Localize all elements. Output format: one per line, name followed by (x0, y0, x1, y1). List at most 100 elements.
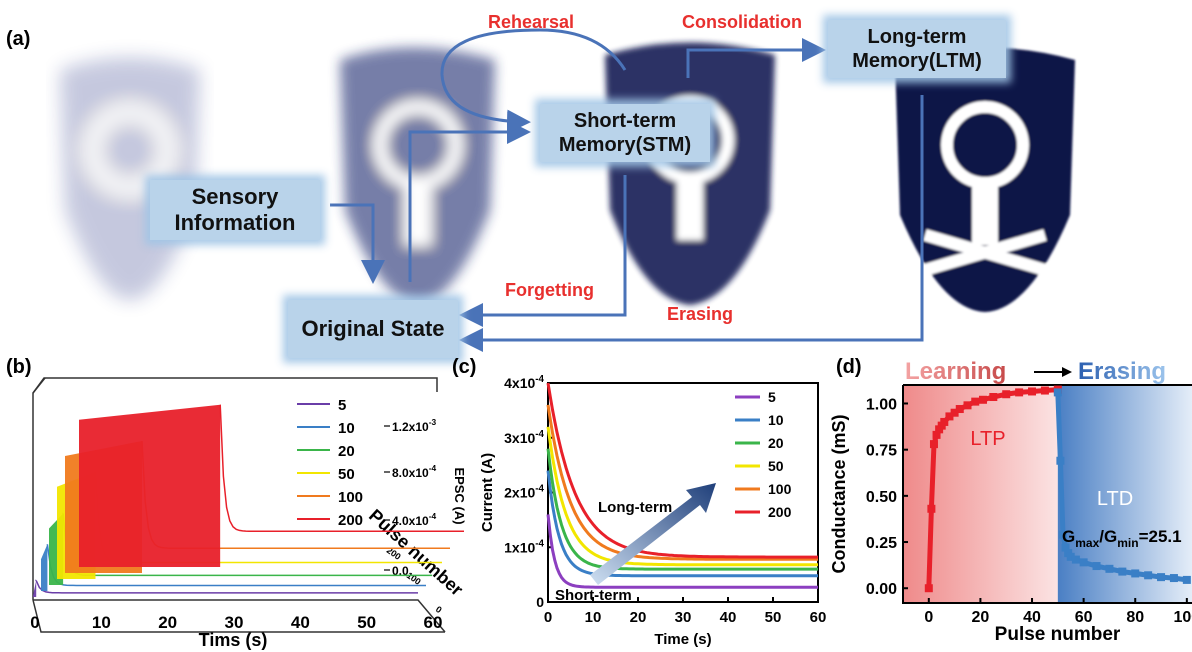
y-tick-label-c: 0 (536, 594, 544, 610)
pulse-block-b-200 (79, 404, 221, 567)
ltd-point (1061, 543, 1070, 552)
arrow-forgetting (459, 175, 627, 327)
erasing-label: Erasing (667, 304, 734, 324)
x-tick-label-b: 0 (30, 613, 39, 632)
ltd-point (1058, 530, 1067, 539)
ltd-line (1055, 392, 1188, 583)
y-tick-label-d: 0.25 (866, 535, 897, 552)
ltd-label: LTD (1097, 488, 1133, 510)
ltd-point (1079, 558, 1088, 567)
ltp-point (924, 584, 933, 593)
ltp-label: LTP (970, 428, 1005, 450)
ltp-point (950, 408, 959, 417)
y-axis-label-b: EPSC (A) (452, 467, 467, 524)
title-learning: Learning (905, 358, 1006, 385)
x-tick-label-d: 0 (924, 609, 933, 626)
legend-label-c-100: 100 (768, 481, 792, 497)
y-tick-label-c: 1x10-4 (504, 538, 544, 555)
decay-line-b-10 (46, 544, 426, 587)
arrow-sensory-to-original (330, 203, 385, 284)
y-axis-label-c: Current (A) (479, 453, 496, 532)
forgetting-label: Forgetting (505, 280, 594, 300)
x-tick-label-d: 20 (972, 609, 990, 626)
annotation-long-term: Long-term (598, 499, 672, 516)
x-tick-label-b: 30 (225, 613, 244, 632)
ltd-point (1071, 555, 1080, 564)
decay-line-b-20 (62, 512, 433, 577)
arrow-erasing (459, 95, 924, 352)
title-erasing: Erasing (1078, 358, 1166, 385)
decay-line-b-5 (35, 579, 418, 594)
x-tick-label-c: 40 (720, 609, 737, 626)
x-tick-label-b: 20 (158, 613, 177, 632)
title-arrow-head (1062, 367, 1072, 377)
ltp-point (1040, 386, 1049, 395)
x-tick-label-c: 30 (675, 609, 692, 626)
plot-frame-b (32, 377, 446, 633)
pulse-block-b-10 (41, 544, 48, 591)
ltp-region (903, 385, 1058, 603)
ltm-box: Long-term Memory(LTM) (828, 20, 1006, 78)
ltd-point (1169, 574, 1178, 583)
ltp-point (963, 401, 972, 410)
legend-label-c-10: 10 (768, 412, 784, 428)
shield-clear-4 (895, 47, 1075, 312)
series-line-c-20 (546, 448, 818, 571)
ltd-region (1057, 385, 1192, 603)
y-tick-label-d: 0.50 (866, 489, 897, 506)
sensory-information-box: Sensory Information (150, 180, 320, 240)
y-tick-label-b: 1.2x10-3 (392, 417, 436, 434)
ltp-point (978, 395, 987, 404)
consolidation-label: Consolidation (682, 12, 802, 32)
ltp-point (1028, 387, 1037, 396)
legend-label-c-20: 20 (768, 435, 784, 451)
series-line-c-50 (546, 426, 818, 567)
y-tick-label-d: 1.00 (866, 396, 897, 413)
x-tick-label-d: 60 (1075, 609, 1093, 626)
ltp-point (989, 393, 998, 402)
ltd-point (1182, 575, 1191, 584)
x-tick-label-c: 50 (765, 609, 782, 626)
plot-floor-b (32, 599, 445, 633)
pulse-block-b-5 (33, 580, 37, 597)
ltd-point (1131, 569, 1140, 578)
x-tick-label-b: 10 (92, 613, 111, 632)
series-line-c-200 (546, 382, 818, 559)
x-tick-label-b: 50 (357, 613, 376, 632)
ltd-point (1066, 552, 1075, 561)
x-axis-label-d: Pulse number (995, 624, 1121, 645)
plot-frame-b-edge (32, 377, 46, 394)
plot-frame-d (902, 384, 1192, 604)
ltd-point (1092, 562, 1101, 571)
series-line-c-100 (546, 404, 818, 561)
ltp-point (971, 397, 980, 406)
panel-label-a: (a) (6, 28, 31, 50)
y-tick-label-d: 0.75 (866, 443, 897, 460)
ltd-point (1118, 567, 1127, 576)
ltp-point (940, 417, 949, 426)
ltp-point (955, 405, 964, 414)
legend-label-b-10: 10 (338, 420, 355, 437)
legend-label-c-200: 200 (768, 504, 792, 520)
x-tick-label-c: 10 (585, 609, 602, 626)
x-tick-label-b: 60 (424, 613, 443, 632)
series-line-c-5 (546, 514, 818, 589)
ltd-point (1056, 456, 1065, 465)
y-tick-label-d: 0.00 (866, 581, 897, 598)
x-axis-label-c: Time (s) (654, 631, 711, 648)
ltd-point (1053, 388, 1062, 397)
x-tick-label-c: 60 (810, 609, 827, 626)
y-tick-label-b: 0.0 (392, 564, 409, 578)
ltp-point (927, 504, 936, 513)
ltp-point (1015, 388, 1024, 397)
panel-label-d: (d) (836, 356, 862, 378)
x-tick-label-c: 20 (630, 609, 647, 626)
legend-label-b-50: 50 (338, 466, 355, 483)
y-tick-label-b: 8.0x10-4 (392, 463, 436, 480)
x-tick-label-d: 100 (1173, 609, 1192, 626)
long-term-arrow (590, 483, 716, 585)
ltd-point (1144, 571, 1153, 580)
x-tick-label-b: 40 (291, 613, 310, 632)
